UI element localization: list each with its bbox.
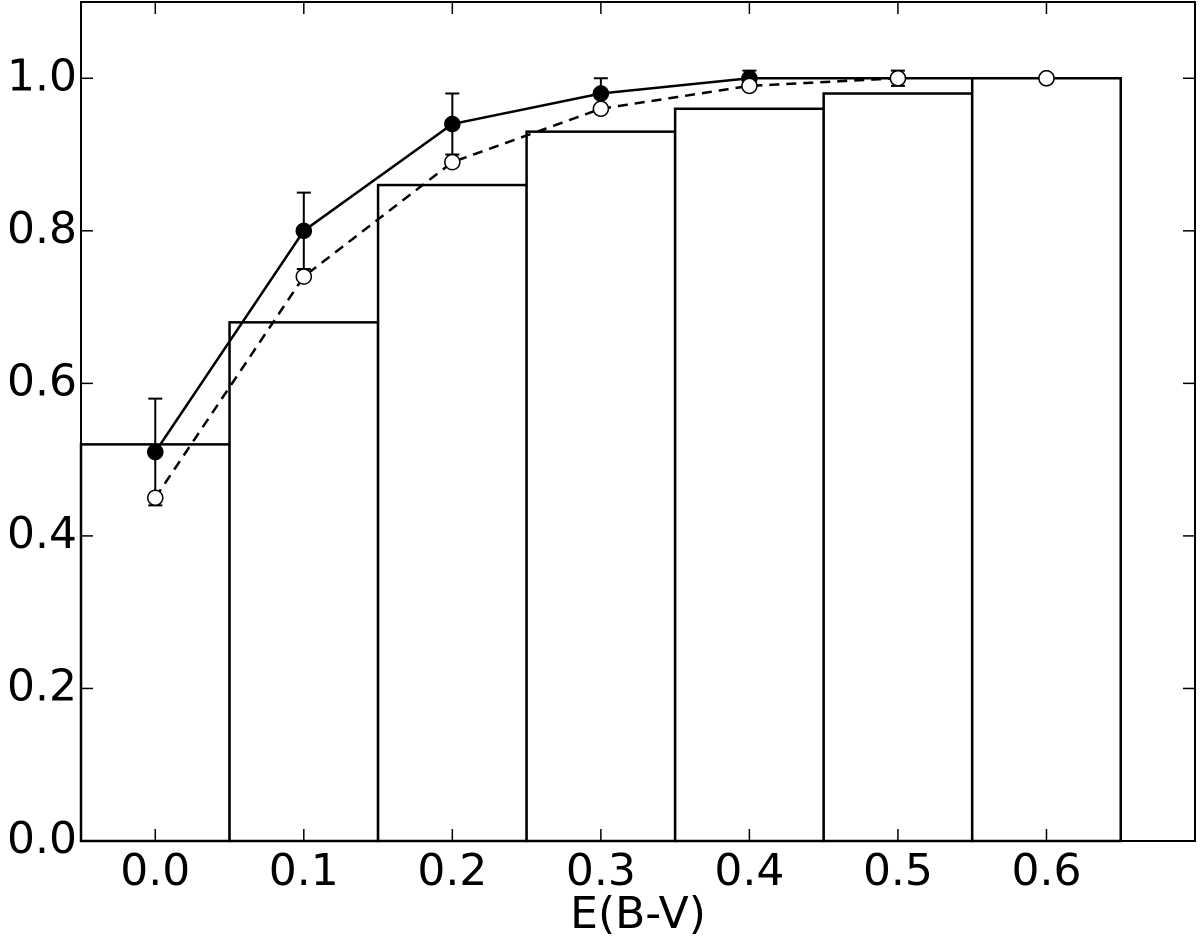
bar [822,92,974,843]
y-tick-label: 0.2 [7,660,77,711]
x-axis-label: E(B-V) [570,888,706,939]
marker [295,222,313,240]
bar [228,321,380,843]
y-tick-label: 0.4 [7,508,77,559]
bar [673,107,825,843]
x-tick-label: 0.5 [863,845,933,896]
marker [592,100,610,118]
bar [970,77,1122,843]
marker [592,85,610,102]
marker [444,115,461,133]
marker [444,153,461,171]
bar [525,130,677,843]
bar [79,443,231,843]
y-tick-label: 1.0 [7,50,77,101]
x-tick-label: 0.0 [120,845,190,896]
marker [741,77,758,95]
marker [147,443,164,461]
y-tick-label: 0.6 [7,355,77,406]
x-tick-label: 0.3 [566,845,636,896]
x-tick-label: 0.6 [1011,845,1081,896]
x-tick-label: 0.1 [269,845,339,896]
x-tick-label: 0.4 [714,845,784,896]
x-tick-label: 0.2 [417,845,487,896]
marker [295,268,313,285]
marker [147,489,164,507]
y-tick-label: 0.0 [7,813,77,864]
bar [376,183,528,843]
marker [889,70,907,87]
marker [1038,70,1055,87]
y-tick-label: 0.8 [7,203,77,254]
plot-frame [80,1,1196,842]
